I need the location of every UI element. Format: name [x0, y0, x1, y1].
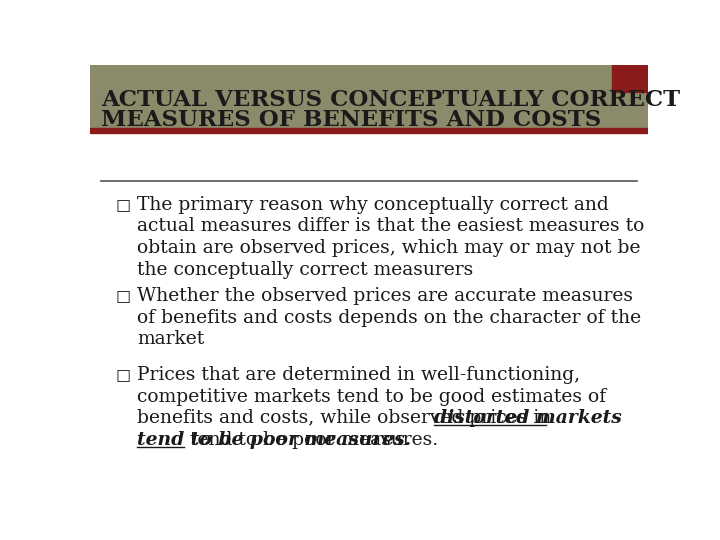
- Text: tend to be poor measures.: tend to be poor measures.: [138, 431, 412, 449]
- Text: □: □: [115, 366, 130, 383]
- Bar: [90, 129, 648, 133]
- Text: The primary reason why conceptually correct and: The primary reason why conceptually corr…: [138, 196, 609, 214]
- Text: Whether the observed prices are accurate measures: Whether the observed prices are accurate…: [138, 287, 634, 305]
- Text: competitive markets tend to be good estimates of: competitive markets tend to be good esti…: [138, 388, 606, 406]
- Text: tend to be poor measures.: tend to be poor measures.: [184, 431, 438, 449]
- Text: the conceptually correct measurers: the conceptually correct measurers: [138, 261, 474, 279]
- Text: □: □: [115, 287, 130, 304]
- Text: obtain are observed prices, which may or may not be: obtain are observed prices, which may or…: [138, 239, 641, 257]
- Bar: [612, 65, 648, 92]
- Text: market: market: [138, 330, 204, 348]
- Text: of benefits and costs depends on the character of the: of benefits and costs depends on the cha…: [138, 309, 642, 327]
- Text: actual measures differ is that the easiest measures to: actual measures differ is that the easie…: [138, 218, 645, 235]
- Text: MEASURES OF BENEFITS AND COSTS: MEASURES OF BENEFITS AND COSTS: [101, 109, 601, 131]
- Text: ACTUAL VERSUS CONCEPTUALLY CORRECT: ACTUAL VERSUS CONCEPTUALLY CORRECT: [101, 89, 680, 111]
- Text: □: □: [115, 196, 130, 213]
- Text: benefits and costs, while observed prices in: benefits and costs, while observed price…: [138, 409, 558, 428]
- Text: Prices that are determined in well-functioning,: Prices that are determined in well-funct…: [138, 366, 580, 384]
- Text: distorted markets: distorted markets: [433, 409, 621, 428]
- Bar: [90, 65, 648, 129]
